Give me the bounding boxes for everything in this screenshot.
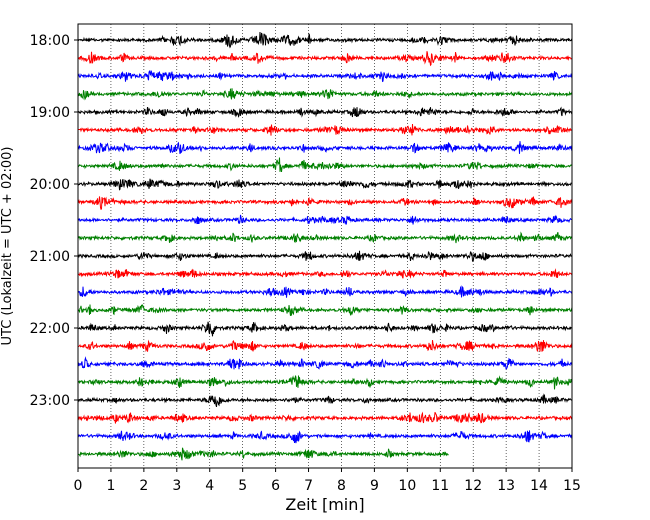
trace-2315 [77,411,573,424]
x-tick-label-12: 12 [464,478,482,494]
trace-2045 [77,231,573,244]
plot-frame [77,23,573,469]
trace-2245 [77,375,573,390]
trace-2300 [77,393,573,408]
trace-1800 [77,31,573,49]
trace-1930 [77,141,573,154]
x-tick-label-14: 14 [530,478,548,494]
trace-1815 [77,51,573,67]
y-tick-label-5: 23:00 [30,393,70,409]
x-tick-label-1: 1 [106,478,115,494]
trace-1900 [77,106,573,118]
grid-lines [110,24,540,468]
trace-2330 [77,430,573,444]
trace-1845 [77,88,573,101]
x-tick-label-13: 13 [497,478,515,494]
trace-1915 [77,123,572,136]
x-tick-label-0: 0 [74,478,83,494]
trace-2215 [77,339,573,353]
y-tick-label-2: 20:00 [30,177,70,193]
x-tick-label-7: 7 [304,478,313,494]
y-tick-label-3: 21:00 [30,249,70,265]
x-axis-label: Zeit [min] [285,495,364,514]
trace-1945 [77,157,573,172]
trace-2200 [77,321,573,337]
trace-2345 [77,447,449,461]
trace-2115 [77,268,573,279]
x-tick-label-11: 11 [431,478,449,494]
seismic-traces [77,31,573,461]
trace-2130 [77,285,573,298]
x-tick-label-9: 9 [370,478,379,494]
trace-2015 [77,196,573,210]
trace-2145 [77,304,573,316]
y-axis-ticks: 18:00 19:00 20:00 21:00 22:00 23:00 [30,33,78,409]
x-tick-label-8: 8 [337,478,346,494]
trace-2000 [77,178,573,191]
x-tick-label-15: 15 [563,478,581,494]
x-tick-label-2: 2 [139,478,148,494]
x-tick-label-3: 3 [172,478,181,494]
trace-2030 [77,214,573,225]
x-axis-ticks: 0 1 2 3 4 5 6 7 8 9 10 11 12 13 14 15 [74,468,581,494]
y-tick-label-1: 19:00 [30,105,70,121]
x-tick-label-5: 5 [238,478,247,494]
trace-2100 [77,250,573,262]
y-axis-label: UTC (Lokalzeit = UTC + 02:00) [0,147,15,346]
trace-1830 [77,69,573,83]
y-tick-label-4: 22:00 [30,321,70,337]
x-tick-label-4: 4 [205,478,214,494]
x-tick-label-6: 6 [271,478,280,494]
trace-2230 [77,356,573,370]
y-tick-label-0: 18:00 [30,33,70,49]
x-tick-label-10: 10 [398,478,416,494]
